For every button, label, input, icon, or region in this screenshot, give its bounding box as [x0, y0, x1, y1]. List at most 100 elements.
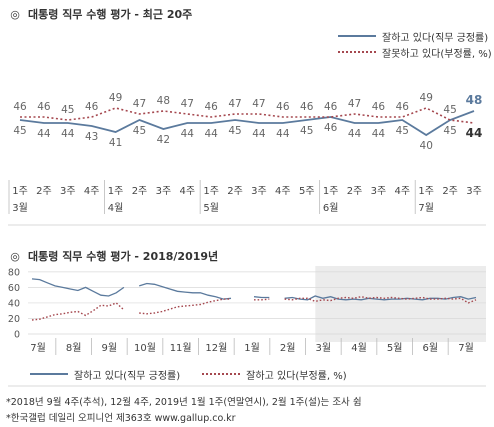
x-month-label: 4월 — [108, 202, 124, 214]
positive-data-label: 40 — [420, 140, 433, 152]
x-tick-label: 3주 — [371, 186, 387, 197]
x-month-label: 7월 — [418, 202, 434, 214]
x-tick-label: 9월 — [102, 342, 118, 354]
negative-data-label: 46 — [276, 101, 290, 113]
negative-data-label: 46 — [372, 101, 386, 113]
x-tick-label: 1월 — [244, 342, 260, 354]
dotted-line-swatch-icon — [202, 373, 241, 375]
legend-label-positive: 잘하고 있다(직무 긍정률) — [74, 370, 181, 382]
positive-data-label: 45 — [133, 125, 146, 137]
chart2-title-text: 대통령 직무 수행 평가 - 2018/2019년 — [28, 250, 219, 263]
chart2-legend: 잘하고 있다(직무 긍정률) 잘하고 있다(부정률, %) — [30, 366, 347, 382]
shaded-period — [315, 266, 486, 342]
negative-data-label: 47 — [252, 98, 265, 110]
positive-data-label: 44 — [181, 128, 195, 140]
title-bullet-icon: ◎ — [10, 250, 20, 263]
legend-item-negative: 잘못하고 있다(부정률, %) — [338, 44, 492, 60]
positive-data-label: 44 — [372, 128, 386, 140]
positive-data-label: 45 — [228, 125, 241, 137]
x-tick-label: 4주 — [395, 186, 411, 197]
positive-data-label: 41 — [109, 137, 122, 149]
x-month-label: 6월 — [323, 202, 339, 214]
negative-data-label: 45 — [61, 104, 74, 116]
positive-data-label: 45 — [396, 125, 409, 137]
positive-data-label: 44 — [348, 128, 362, 140]
negative-data-label: 46 — [204, 101, 218, 113]
x-tick-label: 2월 — [280, 342, 296, 354]
y-tick-label: 0 — [14, 330, 20, 341]
legend-item-positive: 잘하고 있다(직무 긍정률) — [338, 28, 492, 44]
x-tick-label: 1주 — [323, 186, 339, 197]
positive-data-label: 44 — [37, 128, 51, 140]
chart1-title: ◎ 대통령 직무 수행 평가 - 최근 20주 — [10, 6, 192, 22]
negative-data-label: 46 — [396, 101, 410, 113]
x-tick-label: 5월 — [387, 342, 403, 354]
positive-data-label: 44 — [204, 128, 218, 140]
x-tick-label: 12월 — [205, 342, 227, 354]
footnote-schedule: *2018년 9월 4주(추석), 12월 4주, 2019년 1월 1주(연말… — [6, 397, 362, 408]
negative-data-label: 46 — [13, 101, 27, 113]
negative-data-label: 46 — [85, 101, 99, 113]
legend-label-negative: 잘하고 있다(부정률, %) — [246, 370, 347, 382]
x-tick-label: 2주 — [347, 186, 363, 197]
x-tick-label: 3월 — [316, 342, 332, 354]
footnote-source: *한국갤럽 데일리 오피니언 제363호 www.gallup.co.kr — [6, 413, 236, 424]
negative-series-line — [20, 107, 475, 124]
negative-data-label: 49 — [420, 92, 433, 104]
negative-data-label: 48 — [157, 95, 170, 107]
positive-data-label: 44 — [252, 128, 266, 140]
x-month-label: 5월 — [203, 202, 219, 214]
y-tick-label: 80 — [8, 267, 20, 278]
y-tick-label: 60 — [8, 283, 20, 294]
negative-data-label: 47 — [133, 98, 146, 110]
negative-data-label: 47 — [228, 98, 241, 110]
x-tick-label: 4주 — [179, 186, 195, 197]
dotted-line-swatch-icon — [338, 51, 376, 53]
positive-data-label: 46 — [324, 101, 338, 113]
legend-item-negative: 잘하고 있다(부정률, %) — [202, 366, 347, 382]
solid-line-swatch-icon — [338, 35, 376, 37]
positive-data-label: 45 — [13, 125, 26, 137]
negative-data-label: 44 — [466, 126, 483, 140]
positive-data-label: 44 — [276, 128, 290, 140]
y-tick-label: 20 — [8, 314, 20, 325]
x-tick-label: 3주 — [60, 186, 76, 197]
x-tick-label: 2주 — [442, 186, 458, 197]
chart2-title: ◎ 대통령 직무 수행 평가 - 2018/2019년 — [10, 248, 218, 264]
positive-data-label: 43 — [85, 131, 98, 143]
negative-data-label: 46 — [37, 101, 51, 113]
y-tick-label: 40 — [8, 298, 20, 309]
x-tick-label: 5주 — [299, 186, 315, 197]
chart1-legend: 잘하고 있다(직무 긍정률) 잘못하고 있다(부정률, %) — [338, 28, 492, 60]
negative-data-label: 49 — [109, 92, 122, 104]
x-tick-label: 3주 — [251, 186, 267, 197]
positive-series-line — [19, 110, 475, 137]
x-tick-label: 1주 — [12, 186, 28, 197]
positive-data-label: 45 — [443, 104, 456, 116]
x-tick-label: 8월 — [66, 342, 82, 354]
x-tick-label: 4월 — [351, 342, 367, 354]
negative-data-label: 47 — [181, 98, 194, 110]
x-tick-label: 1주 — [108, 186, 124, 197]
positive-data-label: 44 — [61, 128, 75, 140]
x-tick-label: 11월 — [170, 342, 192, 354]
chart1-title-text: 대통령 직무 수행 평가 - 최근 20주 — [28, 8, 193, 21]
x-month-label: 3월 — [12, 202, 28, 214]
negative-data-label: 46 — [300, 101, 314, 113]
x-tick-label: 6월 — [423, 342, 439, 354]
x-tick-label: 3주 — [156, 186, 172, 197]
x-tick-label: 1주 — [203, 186, 219, 197]
negative-data-label: 47 — [348, 98, 361, 110]
positive-data-label: 45 — [300, 125, 313, 137]
solid-line-swatch-icon — [30, 373, 68, 375]
legend-label-positive: 잘하고 있다(직무 긍정률) — [382, 32, 489, 44]
legend-item-positive: 잘하고 있다(직무 긍정률) — [30, 366, 180, 382]
x-tick-label: 4주 — [275, 186, 291, 197]
x-tick-label: 2주 — [132, 186, 148, 197]
x-tick-label: 7월 — [458, 342, 474, 354]
legend-label-negative: 잘못하고 있다(부정률, %) — [382, 48, 492, 60]
x-tick-label: 2주 — [227, 186, 243, 197]
positive-series-line — [31, 278, 477, 301]
negative-series-line — [31, 295, 477, 321]
